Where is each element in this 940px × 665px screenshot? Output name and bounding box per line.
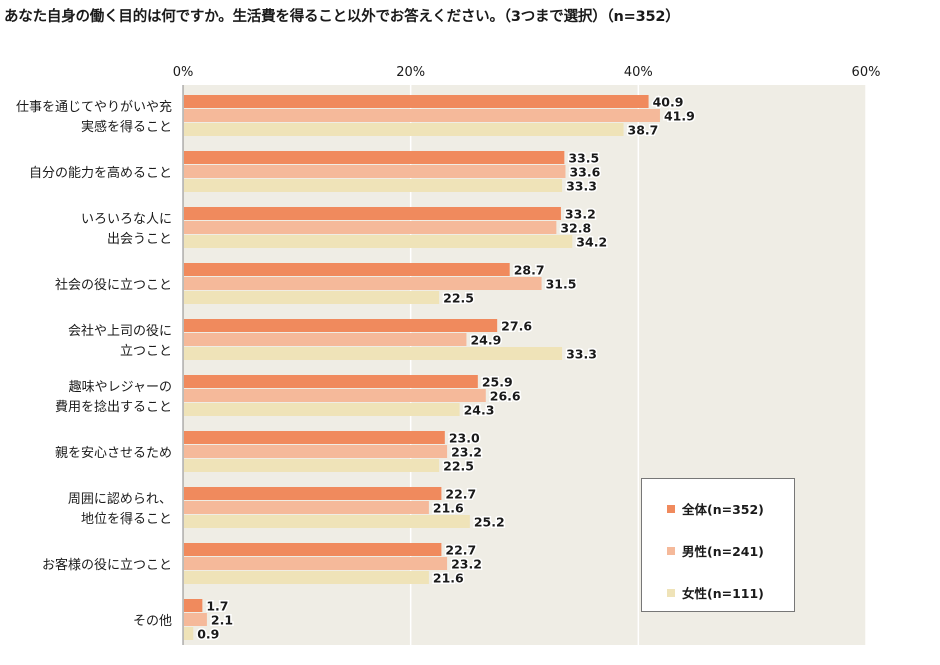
data-label: 33.2	[565, 207, 596, 222]
bar	[184, 487, 442, 500]
data-label: 22.5	[443, 291, 474, 306]
x-tick-label: 0%	[173, 65, 194, 80]
bar	[184, 151, 565, 164]
bar	[184, 123, 624, 136]
bar	[184, 571, 429, 584]
data-label: 40.9	[653, 95, 684, 110]
bar	[184, 557, 448, 570]
data-label: 33.3	[566, 347, 597, 362]
category-label: その他	[133, 614, 172, 629]
data-label: 32.8	[560, 221, 591, 236]
bar	[184, 403, 460, 416]
bar	[184, 263, 510, 276]
data-label: 26.6	[490, 389, 521, 404]
data-label: 23.2	[451, 557, 482, 572]
data-label: 0.9	[197, 627, 219, 642]
bar	[184, 375, 478, 388]
data-label: 34.2	[576, 235, 607, 250]
bar	[184, 221, 557, 234]
bar	[184, 599, 203, 612]
category-label: いろいろな人に	[81, 212, 172, 227]
bar	[184, 347, 563, 360]
bar	[184, 543, 442, 556]
data-label: 22.7	[445, 487, 476, 502]
bar	[184, 291, 440, 304]
legend-swatch	[667, 504, 675, 513]
data-label: 41.9	[664, 109, 695, 124]
category-label: 趣味やレジャーの	[69, 380, 172, 395]
category-label: 親を安心させるため	[55, 446, 172, 461]
data-label: 28.7	[514, 263, 545, 278]
legend-item: 女性(n=111)	[667, 583, 764, 602]
data-label: 33.6	[569, 165, 600, 180]
bar	[184, 95, 649, 108]
data-label: 38.7	[628, 123, 659, 138]
category-label: 費用を捻出すること	[55, 400, 172, 415]
bar	[184, 207, 561, 220]
bar	[184, 179, 563, 192]
data-label: 1.7	[206, 599, 228, 614]
legend-label: 男性(n=241)	[682, 544, 764, 559]
data-label: 24.3	[464, 403, 495, 418]
bar	[184, 109, 660, 122]
legend-swatch	[667, 546, 675, 555]
bar	[184, 613, 207, 626]
bar	[184, 389, 486, 402]
data-label: 24.9	[470, 333, 501, 348]
bar	[184, 333, 467, 346]
bar	[184, 501, 429, 514]
legend-swatch	[667, 588, 675, 597]
data-label: 23.0	[449, 431, 480, 446]
bar	[184, 431, 445, 444]
bar	[184, 165, 566, 178]
legend: 全体(n=352) 男性(n=241) 女性(n=111)	[641, 478, 795, 612]
data-label: 33.5	[568, 151, 599, 166]
bar	[184, 277, 542, 290]
data-label: 33.3	[566, 179, 597, 194]
data-label: 31.5	[546, 277, 577, 292]
bar	[184, 445, 448, 458]
category-label: 社会の役に立つこと	[55, 277, 172, 293]
data-label: 22.5	[443, 459, 474, 474]
x-tick-label: 60%	[852, 65, 881, 80]
data-label: 21.6	[433, 501, 464, 516]
category-label: 出会うこと	[107, 232, 172, 247]
category-label: 周囲に認められ、	[68, 491, 172, 507]
legend-label: 女性(n=111)	[682, 586, 764, 601]
bar	[184, 459, 440, 472]
bar	[184, 627, 194, 640]
legend-item: 全体(n=352)	[667, 499, 764, 518]
chart-title: あなた自身の働く目的は何ですか。生活費を得ること以外でお答えください。（3つまで…	[4, 9, 680, 25]
category-label: 地位を得ること	[81, 511, 172, 527]
category-label: 自分の能力を高めること	[29, 165, 172, 181]
data-label: 25.9	[482, 375, 513, 390]
data-label: 23.2	[451, 445, 482, 460]
bar	[184, 235, 573, 248]
data-label: 22.7	[445, 543, 476, 558]
bar	[184, 515, 470, 528]
category-label: 立つこと	[120, 344, 172, 359]
data-label: 2.1	[211, 613, 233, 628]
category-label: 仕事を通じてやりがいや充	[16, 99, 172, 115]
data-label: 21.6	[433, 571, 464, 586]
category-label: 実感を得ること	[81, 119, 172, 135]
x-tick-label: 40%	[624, 65, 653, 80]
legend-item: 男性(n=241)	[667, 541, 764, 560]
data-label: 25.2	[474, 515, 505, 530]
category-label: お客様の役に立つこと	[42, 557, 172, 573]
bar	[184, 319, 498, 332]
legend-label: 全体(n=352)	[682, 502, 764, 517]
category-label: 会社や上司の役に	[68, 323, 172, 339]
data-label: 27.6	[501, 319, 532, 334]
x-tick-label: 20%	[396, 65, 425, 80]
